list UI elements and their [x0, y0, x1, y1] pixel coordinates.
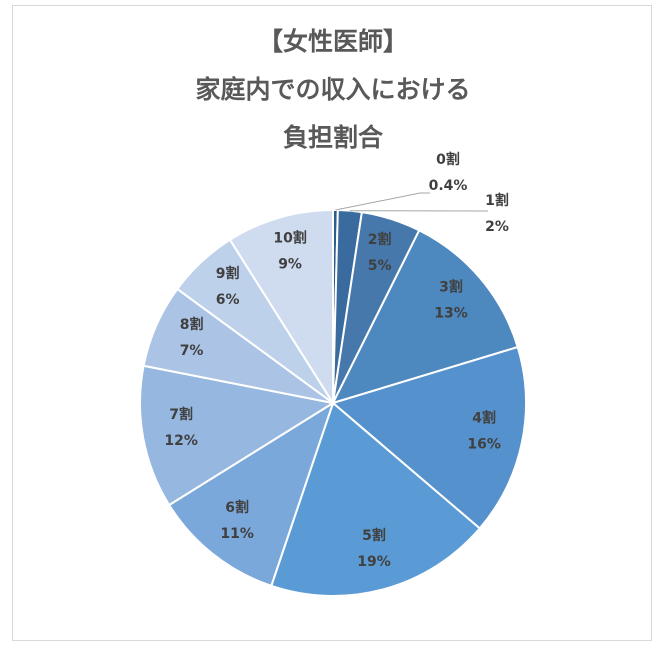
value-label-5: 19% — [357, 554, 391, 570]
pie-slice-5 — [270, 401, 482, 597]
category-label-3: 3割 — [439, 278, 463, 295]
category-label-2: 2割 — [368, 231, 392, 248]
chart-title-line-3: 負担割合 — [282, 123, 383, 152]
category-label-0: 0割 — [436, 151, 460, 168]
value-label-1: 2% — [485, 219, 509, 235]
category-label-5: 5割 — [362, 527, 386, 544]
value-label-2: 5% — [368, 258, 392, 274]
category-label-1: 1割 — [485, 192, 509, 209]
pie-slice-4 — [330, 345, 527, 530]
chart-title-line-2: 家庭内での収入における — [195, 75, 471, 104]
chart-frame — [12, 5, 652, 641]
chart-title-line-1: 【女性医師】 — [257, 27, 408, 56]
pie-slice-3 — [331, 228, 519, 405]
category-label-7: 7割 — [169, 406, 193, 423]
pie-slice-7 — [139, 364, 336, 507]
value-label-6: 11% — [220, 526, 254, 542]
value-label-8: 7% — [180, 343, 204, 359]
value-label-10: 9% — [278, 257, 302, 273]
category-label-10: 10割 — [273, 230, 306, 247]
pie-slice-10 — [228, 208, 334, 407]
pie-slice-6 — [167, 400, 335, 588]
leader-line-0 — [335, 192, 430, 211]
category-label-9: 9割 — [216, 265, 240, 282]
category-label-6: 6割 — [225, 499, 249, 516]
value-label-9: 6% — [216, 292, 240, 308]
category-label-8: 8割 — [180, 316, 204, 333]
category-label-4: 4割 — [472, 410, 496, 427]
value-label-4: 16% — [467, 437, 501, 453]
value-label-3: 13% — [434, 305, 468, 321]
value-label-7: 12% — [164, 433, 198, 449]
value-label-0: 0.4% — [429, 178, 468, 194]
